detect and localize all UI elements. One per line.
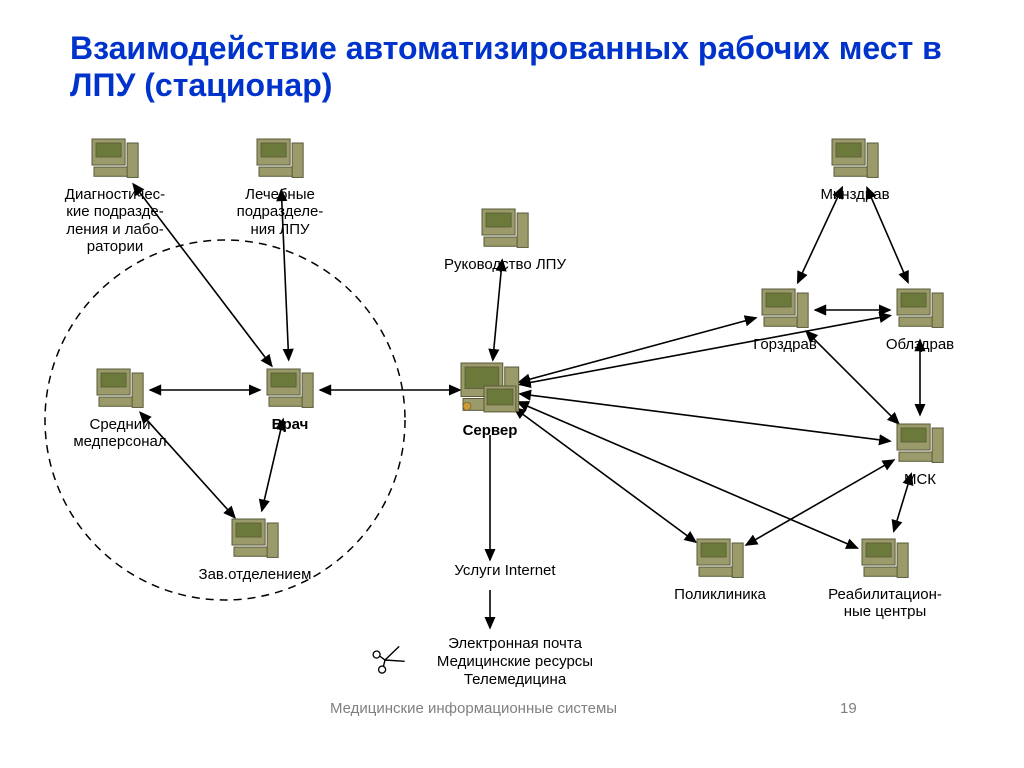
node-zav: Зав.отделением	[170, 566, 340, 583]
node-label: Лечебные подразделе- ния ЛПУ	[210, 186, 350, 238]
stack-line-0: Электронная почта	[415, 635, 615, 652]
page-number: 19	[840, 700, 857, 717]
node-label: Средний медперсонал	[50, 416, 190, 451]
node-label: Поликлиника	[645, 586, 795, 603]
node-reab: Реабилитацион- ные центры	[800, 586, 970, 621]
stack-line-1: Медицинские ресурсы	[415, 653, 615, 670]
node-msk: МСК	[870, 471, 970, 488]
node-gorz: Горздрав	[725, 336, 845, 353]
slide-title: Взаимодействие автоматизированных рабочи…	[70, 30, 950, 104]
node-label: Минздрав	[785, 186, 925, 203]
node-vrach: Врач	[240, 416, 340, 433]
node-minz: Минздрав	[785, 186, 925, 203]
node-label: Сервер	[430, 422, 550, 439]
node-server: Сервер	[430, 422, 550, 439]
node-label: Врач	[240, 416, 340, 433]
node-label: Руководство ЛПУ	[405, 256, 605, 273]
stack-line-2: Телемедицина	[415, 671, 615, 688]
footer-text: Медицинские информационные системы	[330, 700, 617, 717]
node-label: Реабилитацион- ные центры	[800, 586, 970, 621]
node-label: Горздрав	[725, 336, 845, 353]
node-lech: Лечебные подразделе- ния ЛПУ	[210, 186, 350, 238]
node-uslugi: Услуги Internet	[425, 562, 585, 579]
node-oblz: Облздрав	[860, 336, 980, 353]
node-label: Диагностичес- кие подразде- ления и лабо…	[40, 186, 190, 255]
node-label: МСК	[870, 471, 970, 488]
node-label: Услуги Internet	[425, 562, 585, 579]
node-sred: Средний медперсонал	[50, 416, 190, 451]
node-polik: Поликлиника	[645, 586, 795, 603]
node-label: Облздрав	[860, 336, 980, 353]
node-diag: Диагностичес- кие подразде- ления и лабо…	[40, 186, 190, 255]
node-label: Зав.отделением	[170, 566, 340, 583]
node-ruk: Руководство ЛПУ	[405, 256, 605, 273]
